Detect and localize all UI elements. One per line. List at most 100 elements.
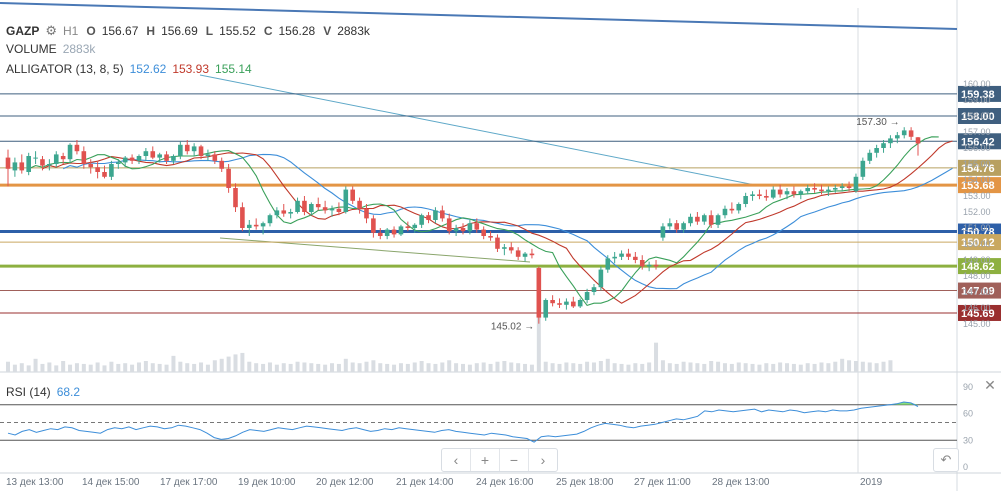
candle-body	[19, 162, 25, 171]
volume-bar	[516, 363, 521, 372]
candle-body	[770, 189, 776, 198]
timeframe[interactable]: H1	[63, 24, 79, 38]
candle	[853, 173, 859, 193]
price-line-label: 156.42	[961, 136, 995, 148]
undo-icon[interactable]: ↶	[933, 448, 959, 472]
candle-body	[302, 200, 307, 212]
volume-bar	[509, 362, 514, 372]
candle	[860, 157, 866, 180]
price-line-label: 148.62	[961, 261, 995, 273]
candle	[826, 186, 831, 196]
candle-body	[619, 253, 624, 257]
low-label: L	[205, 24, 214, 38]
candle	[5, 149, 11, 187]
candle	[846, 181, 852, 192]
chevron-right-icon[interactable]: ›	[540, 452, 546, 468]
plus-icon[interactable]: +	[471, 449, 500, 471]
candle	[122, 156, 128, 168]
volume-bar	[840, 358, 845, 372]
candle	[453, 224, 459, 236]
gear-icon[interactable]: ⚙	[45, 23, 57, 38]
volume-bar	[660, 360, 665, 372]
candle-body	[846, 186, 852, 188]
alligator-lips	[28, 136, 939, 307]
alligator-jaw	[62, 153, 953, 290]
candle-body	[736, 204, 742, 211]
volume-bar	[136, 362, 141, 372]
volume-bar	[316, 363, 321, 372]
alligator-label[interactable]: ALLIGATOR (13, 8, 5)	[6, 62, 124, 76]
volume-bar	[33, 358, 38, 372]
candle-body	[660, 226, 666, 238]
time-axis[interactable]: 13 дек 13:00 14 дек 15:00 17 дек 17:00 19 д…	[6, 477, 883, 488]
volume-bar	[847, 360, 852, 372]
candle-body	[164, 154, 169, 161]
volume-bar	[474, 363, 479, 372]
price-line-tag	[958, 234, 1001, 251]
candle-body	[12, 162, 18, 171]
candle-body	[398, 226, 404, 235]
candle-body	[33, 157, 38, 159]
candle-body	[191, 146, 197, 152]
candle	[384, 228, 390, 240]
open-label: O	[86, 24, 96, 38]
rsi-label[interactable]: RSI (14)	[6, 385, 51, 399]
candle	[12, 157, 18, 177]
volume-bar	[826, 363, 831, 372]
volume-bar	[654, 342, 659, 372]
candle	[198, 144, 204, 160]
candle-body	[136, 156, 142, 161]
candle	[171, 154, 176, 164]
candle-body	[81, 151, 87, 164]
volume-label[interactable]: VOLUME	[6, 42, 57, 56]
candle-body	[605, 258, 611, 270]
volume-bar	[709, 361, 714, 372]
candle	[667, 218, 673, 230]
volume-bar	[247, 361, 252, 372]
candle-body	[667, 223, 673, 227]
price-line-tag	[958, 159, 1001, 176]
volume-bar	[729, 363, 734, 372]
candle-body	[626, 253, 631, 257]
candle	[550, 295, 555, 307]
ticker-symbol[interactable]: GAZP	[6, 24, 40, 38]
candle	[419, 213, 424, 228]
volume-bar	[681, 361, 686, 372]
candle	[715, 213, 721, 228]
price-tick-label: 146.00	[963, 303, 991, 313]
volume-legend: VOLUME 2883k	[6, 42, 95, 56]
volume-bar	[419, 361, 424, 372]
close-icon[interactable]: ✕	[984, 377, 996, 393]
candle-body	[577, 300, 583, 307]
candle-body	[40, 159, 45, 166]
chevron-left-icon[interactable]: ‹	[442, 449, 471, 471]
volume-bar	[454, 363, 459, 372]
candle	[819, 184, 824, 195]
candle-body	[750, 194, 755, 196]
candle	[764, 189, 769, 201]
price-line-label: 158.00	[961, 111, 995, 123]
candle	[26, 152, 31, 176]
candle	[405, 221, 411, 232]
high-value: 156.69	[161, 24, 198, 38]
volume-bar	[481, 362, 486, 372]
price-tick-label: 148.00	[963, 271, 991, 281]
volume-bar	[819, 362, 824, 372]
candle	[495, 234, 500, 252]
volume-bar	[812, 363, 817, 372]
volume-bar	[695, 363, 700, 372]
volume-bar	[440, 362, 445, 372]
volume-bar	[412, 362, 417, 372]
volume-bar	[212, 360, 217, 372]
volume-bar	[95, 362, 100, 372]
time-tick-label: 24 дек 16:00	[476, 477, 534, 488]
volume-bar	[378, 363, 383, 372]
price-axis[interactable]: 160.00 159.00 158.00 157.00 156.00 155.00 154.…	[963, 79, 991, 329]
volume-bar	[302, 362, 307, 372]
minus-icon[interactable]: −	[500, 449, 529, 471]
rsi-tick-label: 0	[963, 462, 968, 472]
candle-body	[178, 144, 183, 156]
volume-bar	[54, 365, 59, 372]
candle-body	[812, 188, 817, 190]
